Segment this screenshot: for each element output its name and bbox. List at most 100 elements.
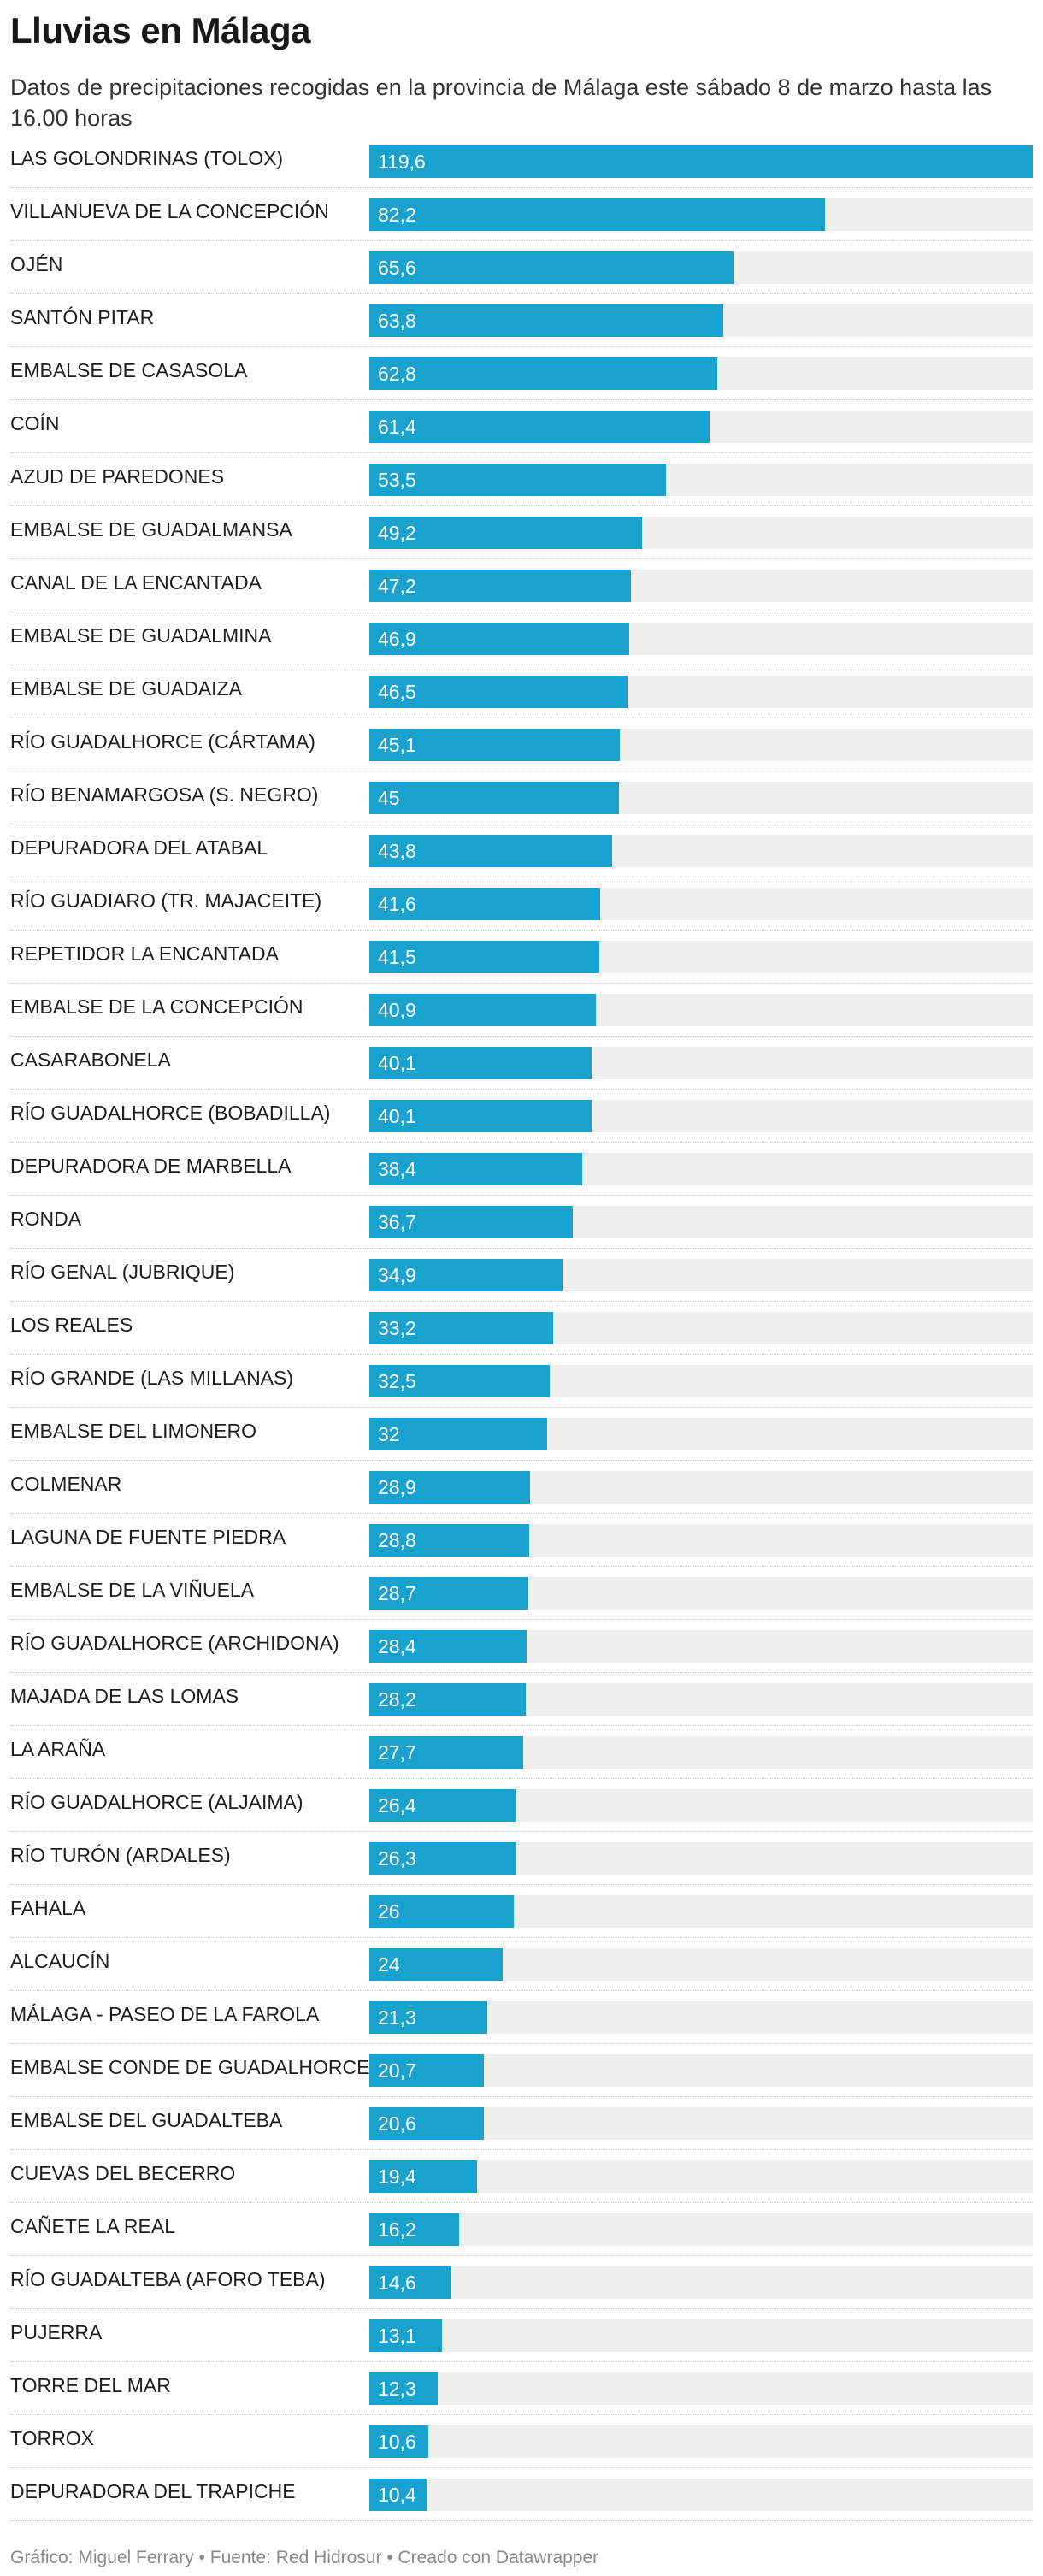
bar	[369, 2213, 459, 2246]
category-label: EMBALSE DE CASASOLA	[10, 359, 248, 381]
chart-footer: Gráfico: Miguel Ferrary • Fuente: Red Hi…	[10, 2548, 599, 2567]
bar-track: 63,8	[369, 304, 1033, 337]
value-label: 47,2	[378, 575, 416, 597]
value-label: 62,8	[378, 363, 416, 385]
bar-row: DEPURADORA DEL TRAPICHE 10,4	[10, 2468, 1033, 2521]
category-label: MÁLAGA - PASEO DE LA FAROLA	[10, 2003, 320, 2025]
value-label: 10,6	[378, 2431, 416, 2453]
bar-track: 32,5	[369, 1365, 1033, 1397]
value-label: 61,4	[378, 416, 416, 438]
chart-subtitle: Datos de precipitaciones recogidas en la…	[10, 74, 993, 131]
bar-track: 26	[369, 1895, 1033, 1928]
bar	[369, 1736, 523, 1769]
bar	[369, 1895, 514, 1928]
value-label: 40,1	[378, 1105, 416, 1127]
category-label: EMBALSE DEL GUADALTEBA	[10, 2109, 283, 2131]
bar-row: RÍO GUADALHORCE (BOBADILLA) 40,1	[10, 1090, 1033, 1143]
category-label: DEPURADORA DE MARBELLA	[10, 1155, 292, 1177]
bar-track: 27,7	[369, 1736, 1033, 1769]
bar-track: 45,1	[369, 729, 1033, 761]
bar-row: CANAL DE LA ENCANTADA 47,2	[10, 559, 1033, 612]
bar-row: RÍO GRANDE (LAS MILLANAS) 32,5	[10, 1355, 1033, 1408]
bar-track: 36,7	[369, 1206, 1033, 1238]
bar	[369, 145, 1033, 178]
bar-row: VILLANUEVA DE LA CONCEPCIÓN 82,2	[10, 188, 1033, 241]
bar-track: 13,1	[369, 2319, 1033, 2352]
bar-row: EMBALSE DE GUADALMINA 46,9	[10, 612, 1033, 665]
category-label: RÍO GUADALTEBA (AFORO TEBA)	[10, 2268, 326, 2290]
category-label: COLMENAR	[10, 1473, 122, 1495]
value-label: 13,1	[378, 2325, 416, 2347]
value-label: 49,2	[378, 522, 416, 544]
bar	[369, 2001, 487, 2034]
bar	[369, 2160, 477, 2193]
bar-track: 20,6	[369, 2107, 1033, 2140]
bar-track: 46,5	[369, 676, 1033, 708]
bar-track: 41,5	[369, 941, 1033, 973]
bar-row: OJÉN 65,6	[10, 241, 1033, 294]
bar-track: 40,1	[369, 1047, 1033, 1079]
value-label: 119,6	[378, 151, 426, 173]
value-label: 28,4	[378, 1635, 416, 1657]
bar-track: 12,3	[369, 2372, 1033, 2405]
category-label: AZUD DE PAREDONES	[10, 465, 225, 487]
value-label: 46,9	[378, 628, 416, 650]
bar-row: RÍO GUADIARO (TR. MAJACEITE) 41,6	[10, 877, 1033, 931]
category-label: RÍO GENAL (JUBRIQUE)	[10, 1261, 235, 1283]
bar	[369, 1577, 528, 1610]
bar	[369, 1312, 553, 1344]
bar-track: 26,3	[369, 1842, 1033, 1875]
value-label: 20,6	[378, 2112, 416, 2135]
bar	[369, 941, 599, 973]
bar-row: RÍO GUADALHORCE (ALJAIMA) 26,4	[10, 1779, 1033, 1832]
bar-row: LAGUNA DE FUENTE PIEDRA 28,8	[10, 1514, 1033, 1567]
category-label: RÍO GUADALHORCE (CÁRTAMA)	[10, 730, 315, 753]
chart-container: Lluvias en Málaga Datos de precipitacion…	[0, 0, 1043, 133]
category-label: RÍO GUADALHORCE (ARCHIDONA)	[10, 1632, 339, 1654]
bar-track: 43,8	[369, 835, 1033, 867]
value-label: 32,5	[378, 1370, 416, 1392]
bar-row: TORRE DEL MAR 12,3	[10, 2362, 1033, 2415]
bar-row: LOS REALES 33,2	[10, 1302, 1033, 1355]
bar	[369, 464, 666, 496]
bar	[369, 888, 600, 920]
bar-row: RÍO GUADALHORCE (CÁRTAMA) 45,1	[10, 718, 1033, 771]
value-label: 63,8	[378, 310, 416, 332]
category-label: VILLANUEVA DE LA CONCEPCIÓN	[10, 200, 329, 222]
bar-track: 20,7	[369, 2054, 1033, 2087]
value-label: 38,4	[378, 1158, 416, 1180]
value-label: 14,6	[378, 2272, 416, 2294]
category-label: DEPURADORA DEL TRAPICHE	[10, 2480, 296, 2502]
bar-row: EMBALSE DEL LIMONERO 32	[10, 1408, 1033, 1461]
bar-track: 14,6	[369, 2266, 1033, 2299]
category-label: EMBALSE DE LA VIÑUELA	[10, 1579, 255, 1601]
bar	[369, 2372, 438, 2405]
bar-row: EMBALSE CONDE DE GUADALHORCE 20,7	[10, 2044, 1033, 2097]
bar	[369, 1206, 573, 1238]
bar-row: RONDA 36,7	[10, 1196, 1033, 1249]
bar-row: LAS GOLONDRINAS (TOLOX) 119,6	[10, 135, 1033, 188]
bar-track: 28,9	[369, 1471, 1033, 1504]
value-label: 33,2	[378, 1317, 416, 1339]
value-label: 16,2	[378, 2219, 416, 2241]
category-label: EMBALSE CONDE DE GUADALHORCE	[10, 2056, 370, 2078]
bar-row: DEPURADORA DEL ATABAL 43,8	[10, 824, 1033, 877]
bar	[369, 1471, 530, 1504]
bar-track: 10,6	[369, 2425, 1033, 2458]
bar-track: 49,2	[369, 517, 1033, 549]
value-label: 41,5	[378, 946, 416, 968]
value-label: 28,7	[378, 1582, 416, 1604]
category-label: RÍO BENAMARGOSA (S. NEGRO)	[10, 783, 319, 806]
page-title: Lluvias en Málaga	[10, 10, 310, 50]
value-label: 20,7	[378, 2059, 416, 2082]
bar-row: TORROX 10,6	[10, 2415, 1033, 2468]
bar-row: RÍO GENAL (JUBRIQUE) 34,9	[10, 1249, 1033, 1302]
bar-track: 19,4	[369, 2160, 1033, 2193]
bar-row: CUEVAS DEL BECERRO 19,4	[10, 2150, 1033, 2203]
bar-track: 45	[369, 782, 1033, 814]
bar-track: 32	[369, 1418, 1033, 1450]
bar	[369, 2054, 484, 2087]
category-label: CANAL DE LA ENCANTADA	[10, 571, 262, 594]
bar-track: 21,3	[369, 2001, 1033, 2034]
value-label: 53,5	[378, 469, 416, 491]
